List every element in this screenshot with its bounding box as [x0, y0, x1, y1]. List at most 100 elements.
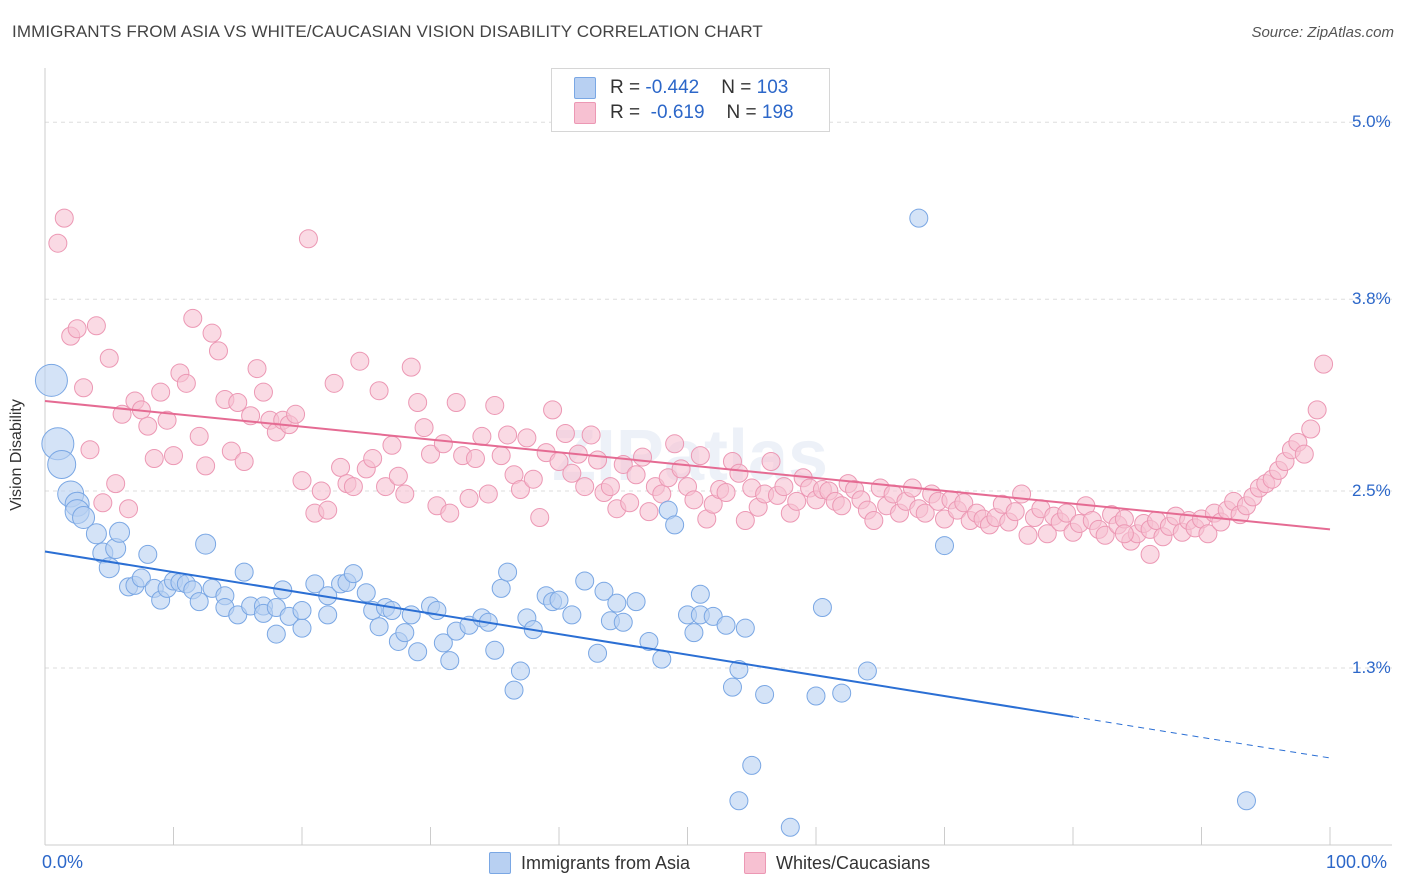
asia-data-point: [722, 677, 742, 697]
whites-trend-line: [44, 400, 1331, 531]
whites-data-point: [1294, 444, 1314, 464]
whites-data-point: [459, 488, 479, 508]
legend-row-whites: R = -0.619 N = 198: [574, 101, 794, 125]
whites-data-point: [164, 446, 183, 466]
bottom-legend-label: Whites/Caucasians: [776, 852, 931, 873]
whites-data-point: [485, 395, 505, 415]
asia-data-point: [395, 623, 415, 643]
asia-data-point: [562, 605, 582, 625]
asia-data-point: [652, 649, 672, 669]
whites-data-point: [369, 381, 389, 401]
whites-data-point: [639, 502, 659, 522]
whites-data-point: [86, 316, 106, 336]
whites-data-point: [690, 446, 710, 466]
chart-title: IMMIGRANTS FROM ASIA VS WHITE/CAUCASIAN …: [12, 22, 763, 41]
whites-data-point: [376, 477, 396, 497]
asia-data-point: [292, 600, 312, 620]
whites-data-point: [510, 480, 530, 500]
asia-data-point: [498, 562, 518, 582]
whites-data-point: [421, 444, 440, 464]
y-tick-label: 1.3%: [1352, 658, 1391, 677]
whites-data-point: [588, 450, 608, 470]
whites-data-point: [54, 208, 74, 228]
asia-data-point: [195, 533, 217, 555]
asia-data-point: [47, 449, 77, 479]
whites-data-point: [234, 452, 254, 471]
whites-data-point: [221, 441, 241, 461]
whites-data-point: [286, 404, 306, 424]
bottom-legend-swatch-blue: [489, 852, 511, 874]
whites-data-point: [543, 400, 563, 420]
asia-data-point: [131, 568, 151, 588]
legend-r-value: -0.619: [645, 102, 705, 123]
whites-data-point: [183, 308, 203, 328]
asia-data-point: [549, 590, 569, 610]
asia-data-point: [742, 755, 762, 775]
asia-data-point: [34, 363, 68, 397]
whites-data-point: [633, 447, 653, 467]
asia-data-point: [832, 683, 852, 703]
asia-data-point: [626, 592, 646, 612]
whites-data-point: [414, 418, 434, 438]
whites-data-point: [324, 373, 344, 393]
bottom-legend-whites: Whites/Caucasians: [744, 852, 930, 874]
bottom-legend-swatch-pink: [744, 852, 766, 874]
whites-data-point: [562, 463, 582, 483]
whites-data-point: [151, 382, 171, 402]
asia-data-point: [812, 598, 832, 618]
legend-r-label: R =: [610, 77, 646, 98]
legend-row-asia: R = -0.442 N = 103: [574, 76, 788, 100]
whites-data-point: [1095, 525, 1115, 545]
whites-data-point: [620, 493, 640, 513]
whites-data-point: [517, 428, 537, 448]
whites-data-point: [363, 449, 383, 469]
whites-data-point: [176, 373, 196, 393]
asia-data-point: [318, 605, 338, 625]
whites-data-point: [1012, 484, 1032, 504]
whites-data-point: [157, 410, 177, 430]
whites-data-point: [247, 359, 267, 379]
whites-data-point: [1057, 503, 1077, 523]
asia-data-point: [382, 600, 402, 620]
whites-data-point: [478, 484, 498, 504]
whites-data-point: [1018, 525, 1038, 545]
bottom-legend-asia: Immigrants from Asia: [489, 852, 690, 874]
asia-data-point: [575, 571, 595, 591]
legend-r-label: R =: [610, 102, 646, 123]
whites-data-point: [1037, 524, 1057, 544]
whites-data-point: [491, 446, 511, 466]
whites-data-point: [318, 500, 338, 520]
asia-data-point: [433, 633, 453, 653]
whites-data-point: [228, 393, 248, 412]
legend-swatch-blue: [574, 77, 596, 99]
whites-caucasians-points: [48, 208, 1334, 564]
asia-data-point: [729, 791, 749, 811]
asia-data-point: [716, 615, 736, 635]
whites-data-point: [761, 452, 781, 471]
axes: [44, 68, 1392, 846]
legend-swatch-pink: [574, 102, 596, 124]
asia-data-point: [427, 600, 447, 620]
whites-data-point: [440, 503, 460, 523]
whites-data-point: [1114, 524, 1134, 544]
whites-data-point: [253, 382, 273, 402]
asia-data-point: [639, 631, 659, 651]
whites-data-point: [735, 511, 755, 530]
asia-data-point: [510, 661, 530, 681]
asia-data-point: [755, 685, 775, 705]
legend-n-label: N =: [726, 102, 762, 123]
asia-data-point: [1236, 791, 1256, 811]
whites-data-point: [954, 493, 974, 513]
whites-data-point: [626, 465, 646, 485]
whites-data-point: [80, 440, 100, 460]
whites-data-point: [298, 229, 318, 249]
asia-data-point: [909, 208, 929, 228]
whites-data-point: [1307, 400, 1327, 420]
whites-data-point: [530, 508, 550, 528]
whites-data-point: [382, 435, 402, 455]
whites-data-point: [144, 449, 164, 469]
whites-data-point: [208, 341, 228, 361]
whites-data-point: [388, 466, 408, 486]
whites-data-point: [292, 471, 312, 491]
